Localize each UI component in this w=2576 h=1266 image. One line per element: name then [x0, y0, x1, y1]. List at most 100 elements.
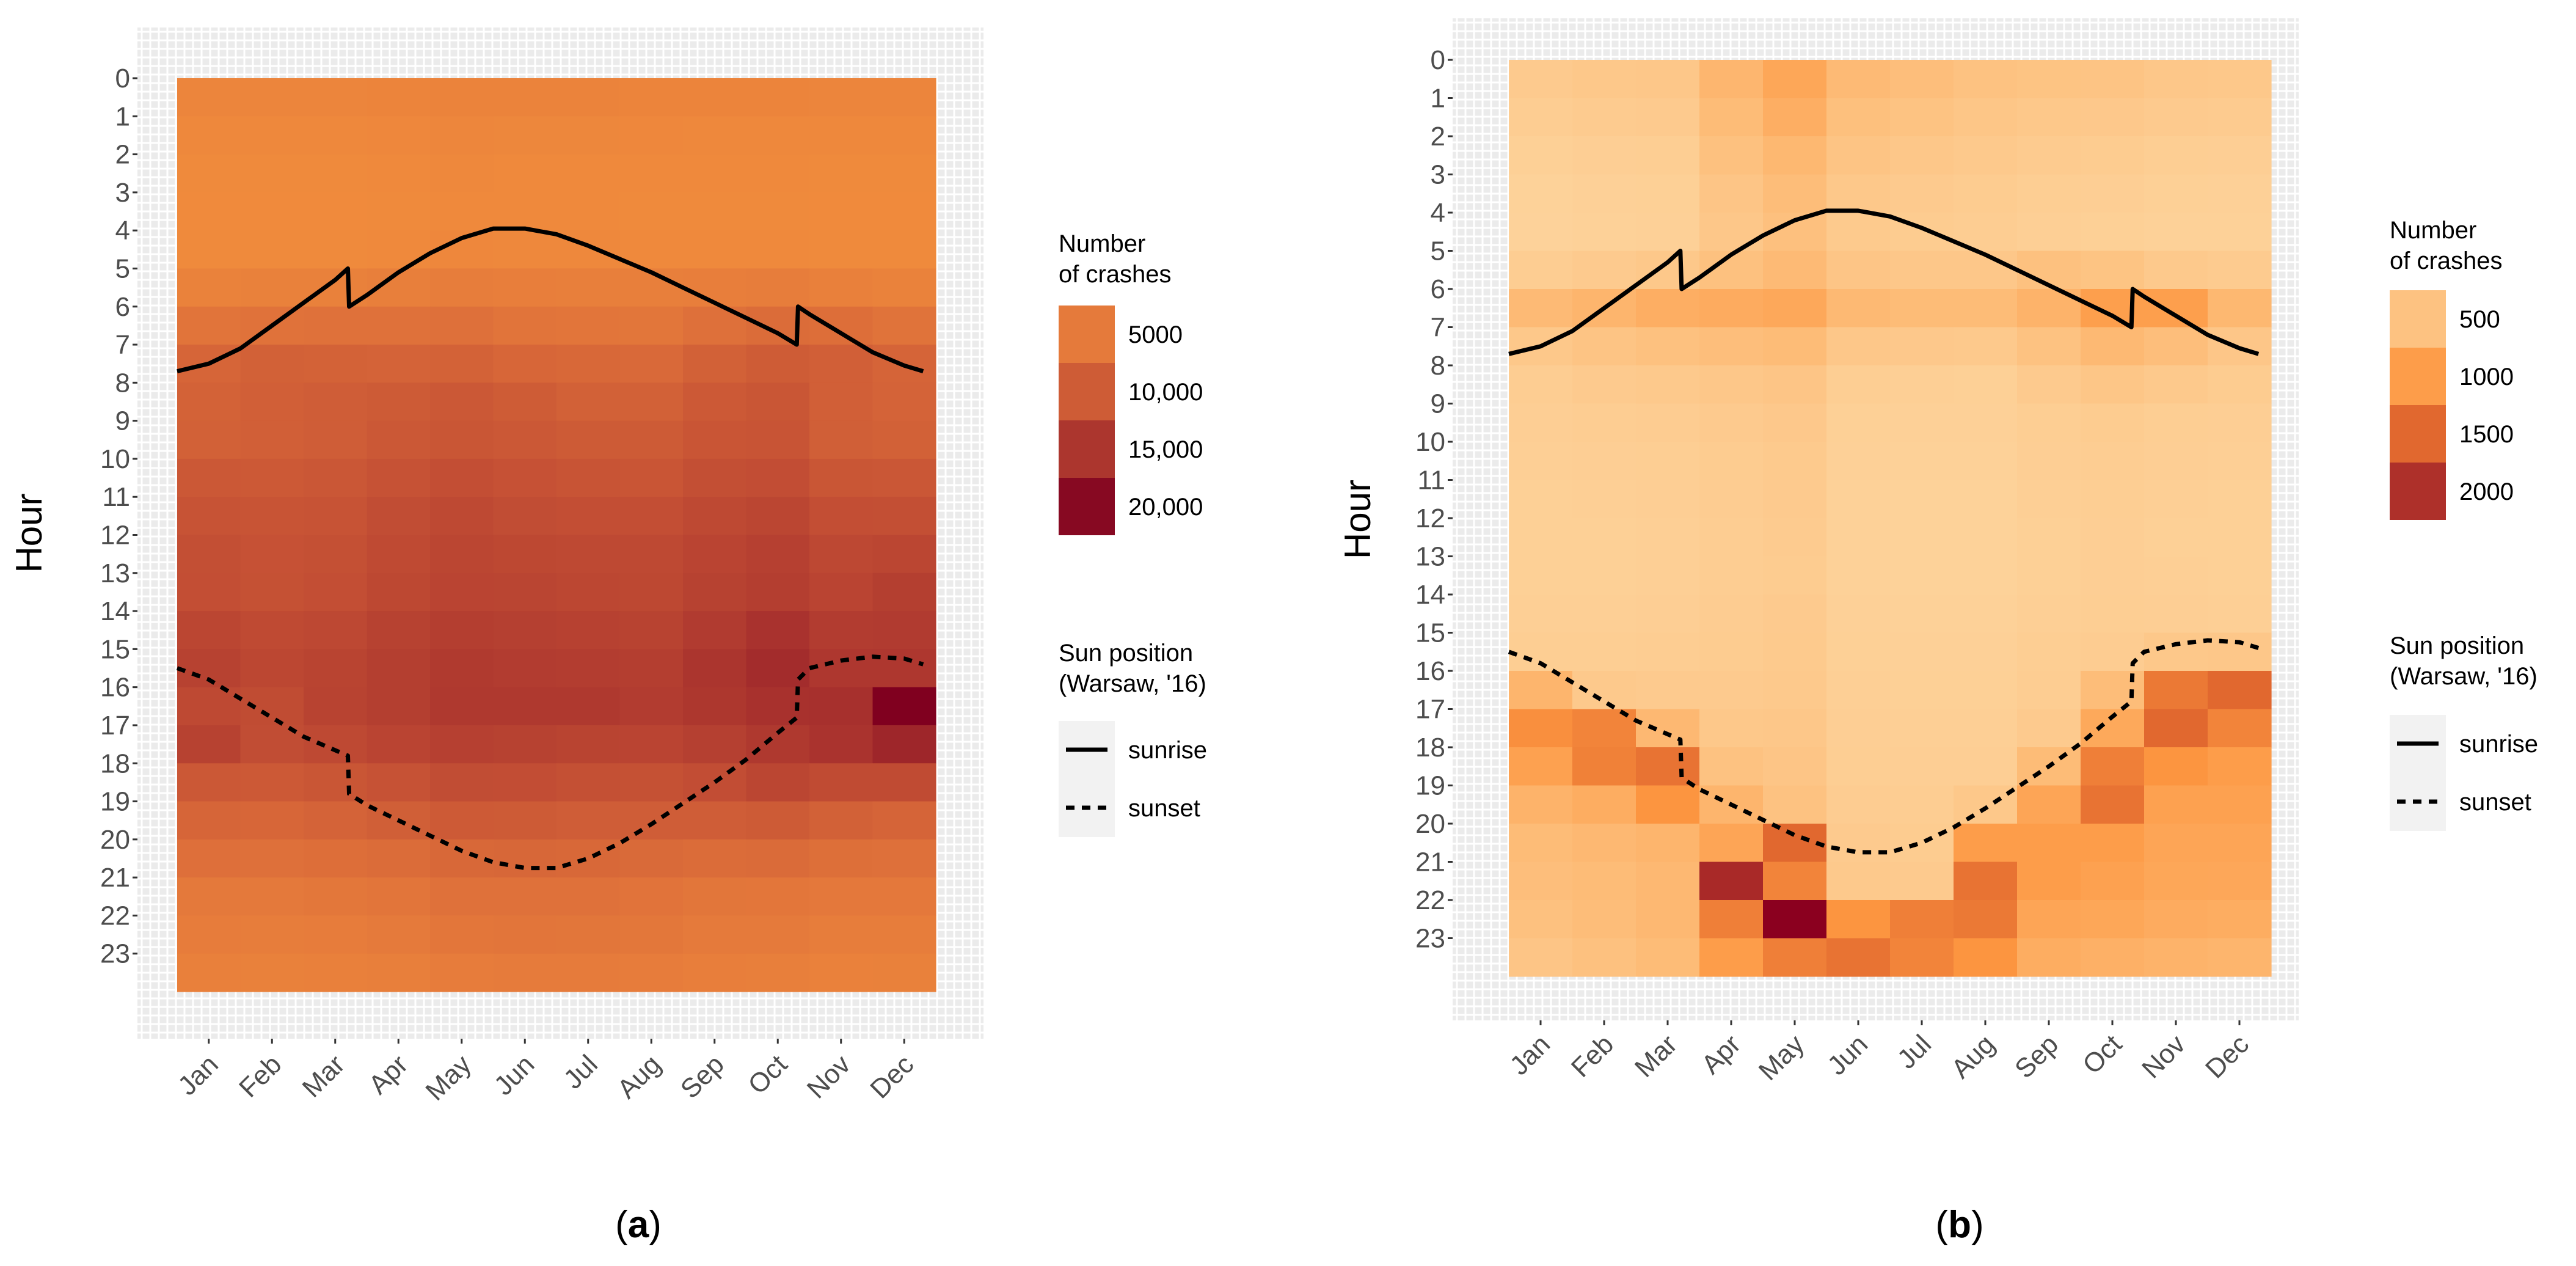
heatmap-cell-jun-1 [1826, 98, 1891, 137]
heatmap-cell-sep-0 [683, 78, 747, 117]
heatmap-cell-sep-17 [2017, 709, 2081, 748]
sun-lines [176, 226, 924, 871]
heatmap-cell-may-1 [430, 116, 494, 155]
heatmap-cell-aug-14 [1954, 595, 2018, 634]
heatmap-cell-apr-4 [1699, 213, 1764, 252]
heatmap-cell-jul-21 [556, 877, 621, 917]
heatmap-cell-jan-21 [1509, 862, 1573, 901]
heatmap-cell-oct-7 [2081, 327, 2145, 366]
x-tick-label: Oct [742, 1049, 793, 1100]
heatmap-cell-jan-22 [177, 915, 241, 954]
heatmap-cell-jan-11 [1509, 480, 1573, 519]
heatmap-cell-dec-4 [2208, 213, 2272, 252]
heatmap-cell-mar-18 [1636, 747, 1700, 786]
y-tick-label: 0 [1431, 45, 1445, 75]
heatmap-cell-nov-8 [2144, 365, 2208, 404]
heatmap-cell-nov-2 [2144, 136, 2208, 175]
heatmap-cell-may-19 [1763, 785, 1827, 824]
heatmap-cell-may-7 [1763, 327, 1827, 366]
heatmap-cell-sep-10 [2017, 442, 2081, 481]
heatmap-cell-jul-14 [556, 611, 621, 649]
heatmap-cell-apr-16 [1699, 671, 1764, 710]
x-tick-label: Jul [558, 1049, 603, 1094]
heatmap-cell-nov-16 [809, 687, 874, 726]
heatmap-cell-may-7 [430, 345, 494, 383]
heatmap-cell-apr-20 [1699, 824, 1764, 863]
heatmap-cell-feb-8 [240, 382, 304, 422]
y-tick-label: 13 [100, 558, 130, 588]
heatmap-cell-aug-10 [619, 458, 684, 497]
heatmap-cell-jun-22 [493, 915, 557, 954]
heatmap-cell-jun-3 [1826, 174, 1891, 213]
heatmap-cell-may-18 [430, 763, 494, 802]
heatmap-cell-feb-8 [1572, 365, 1636, 404]
heatmap-cell-sep-9 [683, 420, 747, 459]
heatmap-cell-mar-20 [1636, 824, 1700, 863]
heatmap-cell-jan-20 [177, 839, 241, 878]
heatmap-cell-apr-2 [367, 154, 431, 193]
heatmap-cell-nov-22 [2144, 900, 2208, 939]
heatmap-cell-jan-3 [177, 192, 241, 231]
sun-lines [1508, 208, 2260, 855]
heatmap-cell-nov-11 [2144, 480, 2208, 519]
heatmap-cell-oct-23 [2081, 938, 2145, 977]
heatmap-cell-feb-1 [240, 116, 304, 155]
y-tick-label: 17 [1415, 695, 1445, 725]
heatmap-cell-may-19 [430, 801, 494, 840]
heatmap-cell-apr-9 [1699, 403, 1764, 442]
heatmap-cell-nov-16 [2144, 671, 2208, 710]
y-tick-label: 16 [100, 673, 130, 703]
heatmap-cell-may-9 [1763, 403, 1827, 442]
heatmap-cell-sep-12 [2017, 518, 2081, 557]
heatmap-cell-aug-15 [1954, 632, 2018, 671]
heatmap-cell-jul-6 [1890, 289, 1954, 328]
heatmap-cell-feb-4 [240, 230, 304, 269]
y-tick-label: 7 [115, 330, 130, 360]
heatmap-cell-feb-7 [1572, 327, 1636, 366]
heatmap-cell-jan-6 [1509, 289, 1573, 328]
heatmap-cell-oct-23 [746, 953, 810, 992]
heatmap-cell-feb-13 [240, 573, 304, 612]
heatmap-cell-may-15 [1763, 632, 1827, 671]
heatmap-cell-oct-7 [746, 345, 810, 383]
heatmap-cell-may-11 [1763, 480, 1827, 519]
heatmap-cell-mar-6 [1636, 289, 1700, 328]
heatmap-cell-jun-20 [493, 839, 557, 878]
heatmap-cell-feb-9 [240, 420, 304, 459]
heatmap-cell-mar-7 [1636, 327, 1700, 366]
heatmap-cell-nov-1 [809, 116, 874, 155]
heatmap-cell-nov-18 [809, 763, 874, 802]
heatmap-cell-jul-2 [556, 154, 621, 193]
y-tick-label: 22 [100, 901, 130, 931]
heatmap-cell-oct-11 [746, 497, 810, 536]
y-tick-label: 15 [100, 634, 130, 664]
heatmap-cell-jul-19 [1890, 785, 1954, 824]
heatmap-cell-feb-3 [240, 192, 304, 231]
heatmap-cell-dec-15 [872, 649, 936, 688]
heatmap-cell-mar-16 [304, 687, 368, 726]
heatmap-cell-jun-9 [1826, 403, 1891, 442]
heatmap-cell-sep-21 [683, 877, 747, 917]
heatmap-cell-nov-23 [809, 953, 874, 992]
heatmap-cell-mar-8 [304, 382, 368, 422]
y-tick-label: 3 [1431, 160, 1445, 190]
heatmap-cell-jan-8 [177, 382, 241, 422]
heatmap-cell-jul-5 [1890, 251, 1954, 290]
heatmap-cell-jun-19 [493, 801, 557, 840]
heatmap-cell-jun-2 [493, 154, 557, 193]
heatmap-cell-jul-10 [556, 458, 621, 497]
heatmap-cell-aug-20 [619, 839, 684, 878]
heatmap-cell-may-15 [430, 649, 494, 688]
heatmap-cell-sep-3 [2017, 174, 2081, 213]
heatmap-cell-dec-22 [872, 915, 936, 954]
y-tick-label: 17 [100, 711, 130, 741]
heatmap-cell-may-10 [1763, 442, 1827, 481]
x-tick-label: Dec [864, 1049, 919, 1104]
heatmap-cell-aug-3 [619, 192, 684, 231]
y-tick-label: 6 [115, 292, 130, 322]
heatmap-cell-oct-9 [746, 420, 810, 459]
heatmap-cell-nov-6 [2144, 289, 2208, 328]
heatmap-cell-jan-16 [177, 687, 241, 726]
heatmap-cell-sep-13 [2017, 556, 2081, 595]
heatmap-cell-jan-8 [1509, 365, 1573, 404]
